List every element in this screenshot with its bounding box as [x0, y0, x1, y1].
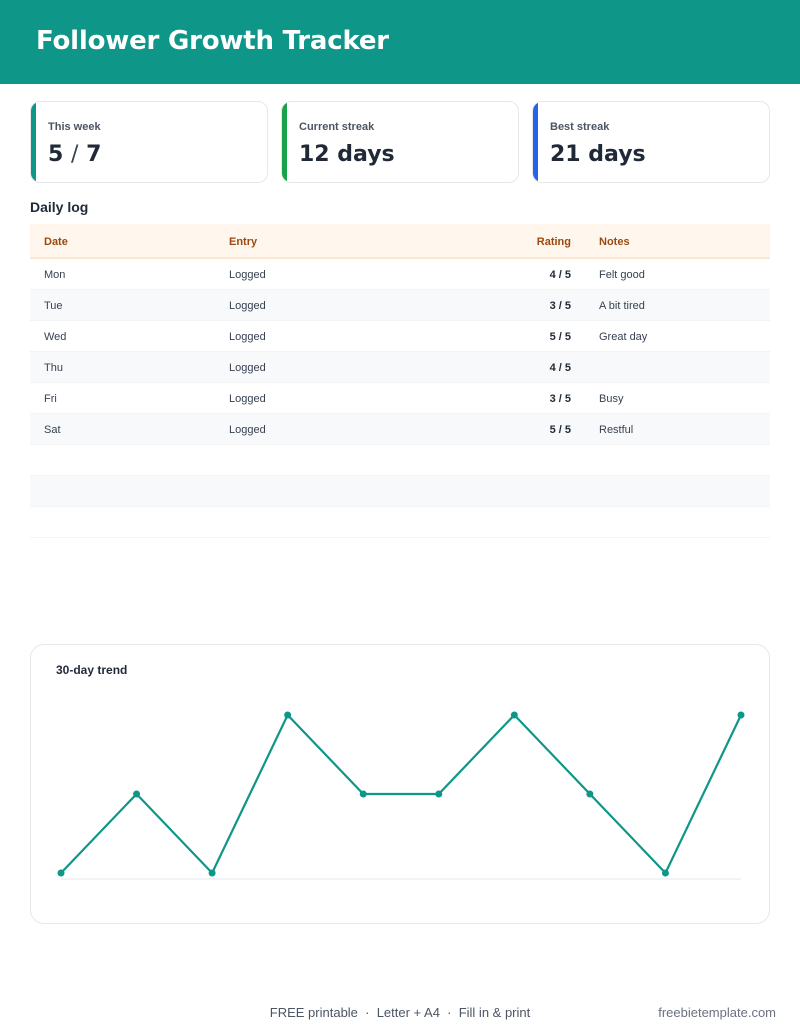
table-row: Mon Logged 4 / 5 Felt good	[30, 259, 770, 290]
data-point	[57, 869, 65, 877]
table-row-empty	[30, 507, 770, 538]
week-separator: /	[70, 142, 79, 167]
stat-value: 12 days	[299, 142, 395, 167]
cell-date: Tue	[44, 300, 63, 312]
stat-value: 21 days	[550, 142, 646, 167]
cell-rating: 4 / 5	[549, 362, 571, 374]
cell-notes: A bit tired	[599, 300, 645, 312]
cell-entry: Logged	[229, 269, 266, 281]
data-point	[284, 711, 292, 719]
cell-entry: Logged	[229, 331, 266, 343]
column-header-rating: Rating	[536, 236, 571, 248]
stat-label: Current streak	[299, 121, 375, 133]
stat-label: This week	[48, 121, 101, 133]
footer-note: FREE printable · Letter + A4 · Fill in &…	[269, 1005, 531, 1020]
cell-entry: Logged	[229, 362, 266, 374]
table-row: Fri Logged 3 / 5 Busy	[30, 383, 770, 414]
stat-card-this-week: This week 5 / 7	[30, 101, 268, 183]
series-line	[60, 713, 742, 875]
series-points	[57, 711, 745, 877]
cell-notes: Great day	[599, 331, 648, 343]
table-row: Thu Logged 4 / 5	[30, 352, 770, 383]
table-row: Tue Logged 3 / 5 A bit tired	[30, 290, 770, 321]
cell-entry: Logged	[229, 424, 266, 436]
cell-rating: 3 / 5	[549, 300, 571, 312]
header-banner: Follower Growth Tracker	[0, 0, 800, 84]
cell-date: Wed	[44, 331, 67, 343]
data-point	[133, 790, 141, 798]
table-header: Date Entry Rating Notes	[30, 224, 770, 259]
column-header-date: Date	[44, 236, 68, 248]
daily-log-table: Date Entry Rating Notes Mon Logged 4 / 5…	[30, 224, 770, 538]
stat-accent-bar	[31, 102, 36, 182]
cell-date: Sat	[44, 424, 61, 436]
data-point	[586, 790, 594, 798]
cell-entry: Logged	[229, 393, 266, 405]
stat-label: Best streak	[550, 121, 610, 133]
stat-card-best-streak: Best streak 21 days	[532, 101, 770, 183]
data-point	[359, 790, 367, 798]
table-row-empty	[30, 476, 770, 507]
week-total: 7	[86, 142, 102, 167]
trend-chart-card: 30-day trend	[30, 644, 770, 924]
cell-rating: 4 / 5	[549, 269, 571, 281]
data-point	[737, 711, 745, 719]
stat-value: 5 / 7	[48, 142, 101, 167]
daily-log-title: Daily log	[30, 199, 89, 215]
cell-rating: 5 / 5	[549, 331, 571, 343]
cell-entry: Logged	[229, 300, 266, 312]
data-point	[510, 711, 518, 719]
stat-accent-bar	[282, 102, 287, 182]
table-row: Sat Logged 5 / 5 Restful	[30, 414, 770, 445]
page-title: Follower Growth Tracker	[36, 26, 389, 56]
stat-card-current-streak: Current streak 12 days	[281, 101, 519, 183]
cell-rating: 3 / 5	[549, 393, 571, 405]
cell-rating: 5 / 5	[549, 424, 571, 436]
chart-title: 30-day trend	[56, 663, 128, 677]
stat-accent-bar	[533, 102, 538, 182]
data-point	[208, 869, 216, 877]
table-row: Wed Logged 5 / 5 Great day	[30, 321, 770, 352]
cell-date: Fri	[44, 393, 57, 405]
data-point	[435, 790, 443, 798]
cell-notes: Restful	[599, 424, 634, 436]
footer-site: freebietemplate.com	[658, 1005, 776, 1020]
column-header-entry: Entry	[229, 236, 258, 248]
column-header-notes: Notes	[599, 236, 630, 248]
cell-notes: Felt good	[599, 269, 645, 281]
cell-notes: Busy	[599, 393, 624, 405]
data-point	[661, 869, 669, 877]
cell-date: Thu	[44, 362, 63, 374]
trend-chart	[57, 711, 745, 880]
cell-date: Mon	[44, 269, 66, 281]
week-done: 5	[48, 142, 64, 167]
table-row-empty	[30, 445, 770, 476]
